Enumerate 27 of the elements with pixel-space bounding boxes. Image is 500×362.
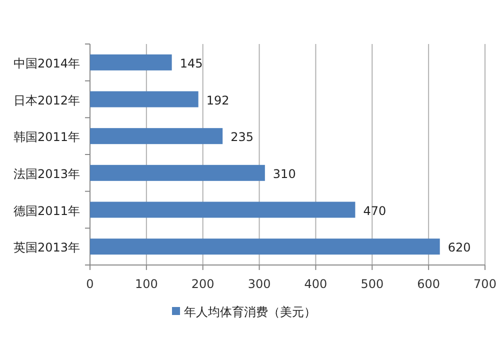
- y-tick-label: 韩国2011年: [13, 130, 80, 144]
- data-label: 235: [230, 130, 254, 144]
- y-tick-label: 中国2014年: [13, 56, 80, 70]
- x-tick-label: 300: [248, 277, 271, 291]
- x-tick-label: 500: [360, 277, 384, 291]
- x-tick-label: 100: [134, 277, 158, 291]
- bar: [90, 54, 172, 70]
- bar: [90, 238, 440, 255]
- data-label: 310: [272, 166, 296, 181]
- bar: [90, 202, 356, 218]
- y-tick-label: 日本2012年: [13, 93, 80, 108]
- y-tick-label: 德国2011年: [13, 204, 80, 218]
- bar: [90, 91, 198, 108]
- bar: [90, 128, 223, 144]
- x-tick-label: 0: [86, 277, 94, 291]
- x-tick-label: 600: [417, 277, 440, 291]
- data-label: 145: [180, 56, 203, 70]
- x-tick-label: 200: [191, 277, 214, 291]
- data-label: 620: [448, 240, 471, 255]
- data-label: 192: [206, 93, 230, 108]
- data-label: 470: [363, 204, 386, 218]
- x-tick-label: 400: [304, 277, 328, 291]
- bar: [90, 164, 265, 181]
- y-tick-label: 法国2013年: [13, 166, 80, 181]
- legend-label: 年人均体育消费（美元）: [184, 305, 316, 319]
- x-tick-label: 700: [474, 277, 496, 291]
- y-tick-label: 英国2013年: [13, 240, 80, 255]
